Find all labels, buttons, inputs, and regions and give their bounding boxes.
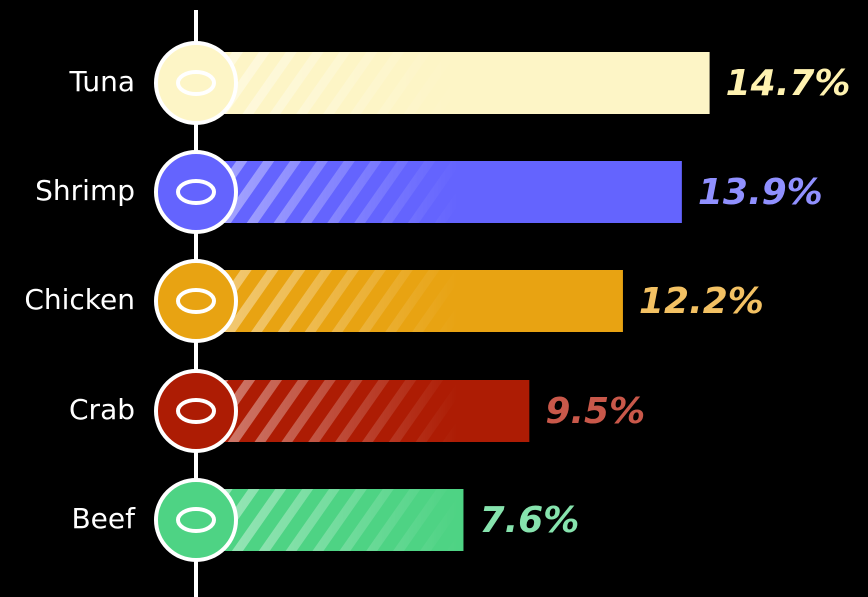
- value-label: 12.2%: [639, 281, 764, 322]
- bar-stripes: [200, 489, 460, 551]
- bars: [200, 52, 710, 551]
- icon-glyph: [176, 288, 216, 314]
- category-icon: [154, 369, 238, 453]
- icon-glyph: [176, 507, 216, 533]
- category-icon: [154, 150, 238, 234]
- category-icon: [154, 259, 238, 343]
- icon-glyph: [176, 70, 216, 96]
- bar-stripes: [200, 380, 460, 442]
- category-label: Chicken: [24, 283, 135, 316]
- bar-stripes: [200, 52, 460, 114]
- value-label: 7.6%: [479, 500, 579, 541]
- bar-stripes: [200, 161, 460, 223]
- icons-labels: Tuna 14.7% Shrimp 13.9% Chicken 12.2% Crab 9.5%…: [24, 41, 851, 562]
- category-label: Beef: [71, 502, 136, 535]
- category-icon: [154, 478, 238, 562]
- icon-glyph: [176, 398, 216, 424]
- icon-glyph: [176, 179, 216, 205]
- category-label: Crab: [69, 393, 135, 426]
- category-label: Tuna: [68, 65, 135, 98]
- category-icon: [154, 41, 238, 125]
- bar-stripes: [200, 270, 460, 332]
- category-label: Shrimp: [35, 174, 135, 207]
- value-label: 14.7%: [726, 63, 851, 104]
- value-label: 13.9%: [698, 172, 823, 213]
- value-label: 9.5%: [545, 391, 645, 432]
